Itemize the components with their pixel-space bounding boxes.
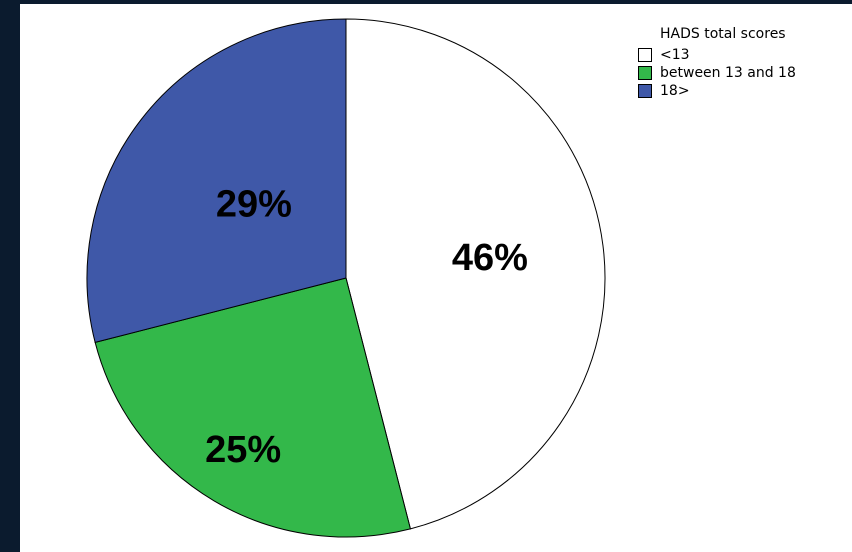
slice-lt13	[345, 18, 606, 530]
legend-swatch-13-18	[638, 66, 652, 80]
legend-swatch-lt13	[638, 48, 652, 62]
slice-gt18	[86, 18, 347, 344]
legend-label-gt18: 18>	[660, 83, 690, 99]
legend-item-lt13: <13	[638, 46, 796, 64]
slice-gt18-label: 29%	[216, 184, 292, 226]
legend-label-lt13: <13	[660, 47, 690, 63]
pie-chart: 46% 25% 29%	[86, 18, 606, 538]
legend-title: HADS total scores	[660, 26, 786, 42]
legend: HADS total scores <13 between 13 and 18 …	[638, 26, 796, 100]
legend-item-gt18: 18>	[638, 82, 796, 100]
slice-lt13-label: 46%	[452, 237, 528, 279]
chart-panel: 46% 25% 29% HADS total scores <13 between …	[20, 4, 852, 552]
slice-13-18	[94, 277, 412, 538]
slice-13-18-label: 25%	[205, 429, 281, 471]
legend-swatch-gt18	[638, 84, 652, 98]
legend-item-13-18: between 13 and 18	[638, 64, 796, 82]
legend-label-13-18: between 13 and 18	[660, 65, 796, 81]
